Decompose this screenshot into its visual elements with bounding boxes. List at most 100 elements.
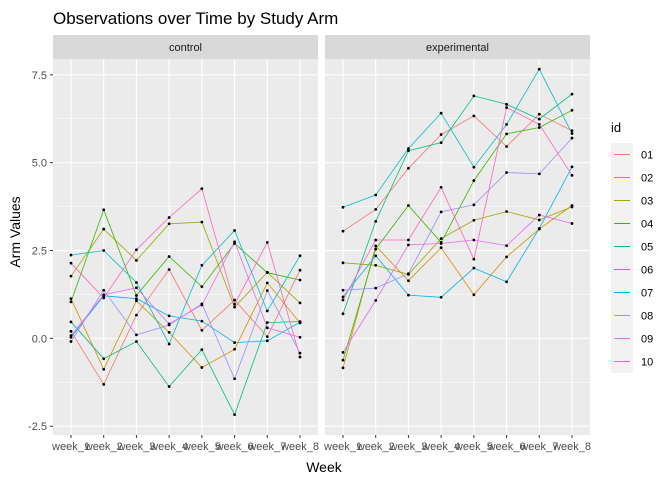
x-tick-label: week_3 bbox=[388, 441, 427, 453]
legend-label: 07 bbox=[641, 288, 653, 300]
series-line-control-09 bbox=[70, 240, 301, 338]
data-point-control-06 bbox=[200, 263, 204, 267]
data-point-control-04 bbox=[200, 285, 204, 289]
data-point-experimental-05 bbox=[570, 92, 574, 96]
data-point-experimental-05 bbox=[439, 141, 443, 145]
data-point-experimental-01 bbox=[341, 229, 345, 233]
x-tick-label: week_4 bbox=[149, 441, 188, 453]
data-point-control-01 bbox=[167, 268, 171, 271]
data-point-experimental-02 bbox=[341, 366, 345, 370]
data-point-control-06 bbox=[298, 254, 302, 258]
data-point-experimental-06 bbox=[439, 111, 443, 115]
data-point-control-01 bbox=[233, 298, 236, 302]
data-point-experimental-07 bbox=[439, 295, 443, 299]
series-line-experimental-01 bbox=[342, 113, 573, 232]
x-tick-label: week_8 bbox=[552, 441, 591, 453]
data-point-control-06 bbox=[167, 342, 171, 346]
legend-item-07: 07 bbox=[611, 281, 653, 304]
data-point-control-05 bbox=[233, 413, 236, 417]
data-point-control-09 bbox=[135, 286, 138, 290]
facet-panels: controlweek_1week_2week_3week_4week_5wee… bbox=[51, 35, 591, 453]
legend-label: 05 bbox=[641, 242, 653, 254]
data-point-control-03 bbox=[200, 220, 204, 224]
series-line-experimental-05 bbox=[342, 93, 573, 314]
data-point-experimental-09 bbox=[341, 351, 345, 354]
chart-title: Observations over Time by Study Arm bbox=[53, 9, 338, 28]
legend-label: 03 bbox=[641, 196, 653, 208]
data-point-experimental-04 bbox=[374, 247, 378, 251]
data-point-experimental-01 bbox=[505, 145, 508, 148]
data-point-experimental-03 bbox=[570, 205, 574, 209]
strip-label-experimental: experimental bbox=[426, 42, 489, 54]
panel-experimental: experimentalweek_1week_2week_3week_4week… bbox=[323, 35, 591, 453]
data-point-control-07 bbox=[200, 319, 204, 323]
legend-label: 04 bbox=[641, 219, 653, 231]
data-point-experimental-05 bbox=[472, 94, 476, 98]
data-point-experimental-07 bbox=[374, 254, 378, 258]
data-point-experimental-05 bbox=[374, 219, 378, 223]
data-point-experimental-05 bbox=[537, 117, 541, 121]
data-point-experimental-01 bbox=[407, 166, 410, 170]
data-point-experimental-03 bbox=[439, 237, 443, 240]
data-point-experimental-07 bbox=[570, 165, 574, 169]
y-tick-label: 5.0 bbox=[32, 158, 47, 170]
legend-label: 09 bbox=[641, 334, 653, 346]
data-point-control-06 bbox=[265, 309, 269, 313]
data-point-control-08 bbox=[233, 377, 236, 381]
data-point-experimental-06 bbox=[570, 132, 574, 135]
y-axis-title: Arm Values bbox=[7, 196, 23, 267]
data-point-control-09 bbox=[200, 303, 204, 307]
data-point-experimental-08 bbox=[439, 210, 443, 214]
data-point-experimental-03 bbox=[472, 218, 476, 222]
data-point-experimental-10 bbox=[537, 122, 541, 126]
data-point-experimental-06 bbox=[505, 122, 508, 126]
panel-control: controlweek_1week_2week_3week_4week_5wee… bbox=[51, 35, 319, 453]
series-line-experimental-08 bbox=[342, 137, 573, 291]
legend-label: 10 bbox=[641, 357, 653, 369]
series-line-experimental-04 bbox=[342, 109, 573, 361]
data-point-control-02 bbox=[102, 367, 106, 371]
data-point-control-01 bbox=[265, 335, 269, 339]
data-point-control-09 bbox=[265, 326, 269, 330]
legend-label: 08 bbox=[641, 311, 653, 323]
data-point-experimental-04 bbox=[407, 204, 410, 207]
data-point-control-08 bbox=[298, 351, 302, 355]
x-axis-title: Week bbox=[306, 459, 343, 475]
data-point-experimental-08 bbox=[537, 172, 541, 176]
data-point-control-10 bbox=[69, 261, 73, 265]
y-tick-label: -2.5 bbox=[28, 421, 47, 433]
strip-experimental bbox=[325, 35, 590, 59]
x-tick-label: week_8 bbox=[280, 441, 319, 453]
series-line-control-01 bbox=[70, 268, 301, 386]
series-line-control-03 bbox=[70, 221, 301, 308]
data-point-experimental-02 bbox=[472, 293, 476, 297]
x-tick-label: week_5 bbox=[454, 441, 493, 453]
x-tick-label: week_7 bbox=[247, 441, 286, 453]
x-tick-label: week_4 bbox=[421, 441, 460, 453]
data-point-control-07 bbox=[298, 320, 302, 324]
data-point-control-08 bbox=[69, 340, 73, 343]
data-point-experimental-03 bbox=[505, 210, 508, 213]
data-point-experimental-07 bbox=[537, 226, 541, 230]
data-point-control-08 bbox=[102, 288, 106, 292]
data-point-control-07 bbox=[135, 297, 138, 301]
data-point-control-01 bbox=[135, 313, 138, 317]
legend: id 01 02 03 04 05 06 07 08 09 10 bbox=[611, 120, 653, 373]
data-point-control-10 bbox=[298, 355, 302, 359]
data-point-experimental-02 bbox=[439, 246, 443, 250]
data-point-control-04 bbox=[135, 294, 138, 297]
legend-item-06: 06 bbox=[611, 258, 653, 281]
data-point-experimental-03 bbox=[374, 263, 378, 267]
data-point-experimental-09 bbox=[537, 213, 541, 217]
data-point-control-10 bbox=[102, 296, 106, 300]
series-line-experimental-10 bbox=[342, 106, 573, 301]
series-line-control-10 bbox=[70, 187, 301, 358]
legend-label: 02 bbox=[641, 173, 653, 185]
data-point-control-05 bbox=[69, 320, 73, 324]
data-point-experimental-09 bbox=[407, 243, 410, 247]
data-point-experimental-07 bbox=[505, 280, 508, 284]
y-axis: -2.5 0.0 2.5 5.0 7.5 bbox=[28, 70, 53, 433]
data-point-control-04 bbox=[167, 255, 171, 258]
legend-item-03: 03 bbox=[611, 189, 653, 212]
